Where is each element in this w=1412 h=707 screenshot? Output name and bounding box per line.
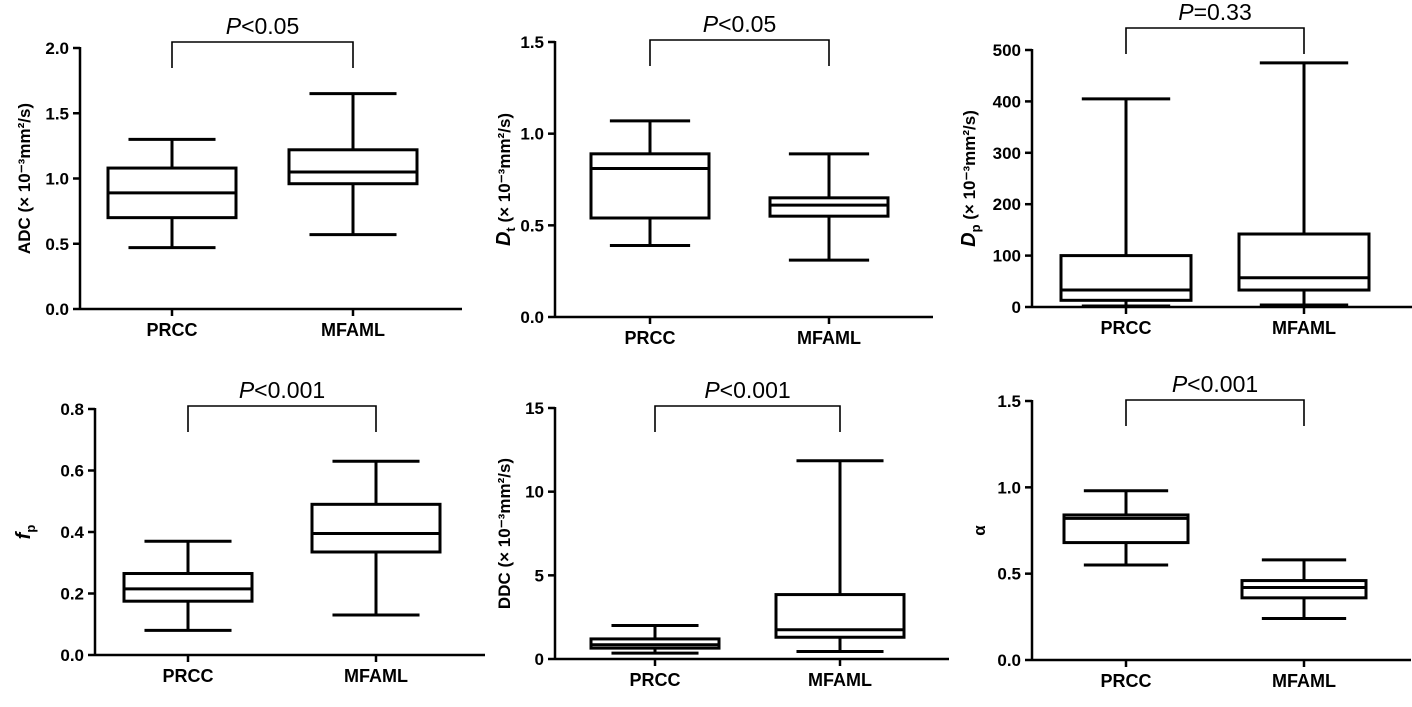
y-tick-label: 100	[993, 247, 1021, 266]
chart-panel-1: 0.0 0.5 1.0 1.5 2.0 PRCC MFAML P<0.05 ADC (× 10⁻…	[15, 13, 462, 340]
y-tick-label: 1.5	[997, 392, 1021, 411]
y-tick-label: 0.5	[45, 235, 69, 254]
box-mfaml	[1237, 61, 1371, 307]
iqr-box	[122, 572, 254, 603]
p-value-label: P<0.001	[1172, 371, 1258, 397]
y-tick-label: 0.0	[60, 646, 84, 665]
y-tick-label: 1.0	[520, 125, 544, 144]
y-axis-label: ADC (× 10⁻³mm²/s)	[15, 103, 34, 254]
category-label-mfaml: MFAML	[797, 328, 861, 348]
box-prcc	[1062, 489, 1190, 567]
chart-panel-2: 0.0 0.5 1.0 1.5 PRCC MFAML P<0.05 Dt (× 10⁻³mm²…	[493, 11, 933, 348]
significance-bracket	[1125, 399, 1305, 426]
iqr-box	[1237, 232, 1371, 292]
chart-panel-4: 0.0 0.2 0.4 0.6 0.8 PRCC MFAML P<0.001 fp	[13, 377, 485, 686]
significance-bracket	[187, 405, 377, 432]
box-mfaml	[774, 459, 906, 653]
category-label-prcc: PRCC	[1100, 671, 1151, 691]
category-label-prcc: PRCC	[629, 670, 680, 690]
y-tick-label: 5	[535, 566, 544, 585]
category-label-prcc: PRCC	[1100, 318, 1151, 338]
box-prcc	[106, 137, 238, 250]
significance-bracket	[654, 405, 841, 432]
y-tick-label: 0.5	[997, 565, 1021, 584]
p-value-label: P<0.05	[703, 11, 777, 37]
p-value-label: P<0.05	[226, 13, 300, 39]
y-tick-label: 0.5	[520, 216, 544, 235]
box-mfaml	[287, 92, 419, 237]
significance-bracket	[171, 41, 354, 68]
category-label-mfaml: MFAML	[1272, 671, 1336, 691]
p-value-label: P<0.001	[239, 377, 325, 403]
y-tick-label: 0.4	[60, 523, 84, 542]
significance-bracket	[649, 39, 830, 66]
iqr-box	[310, 502, 442, 554]
y-axis-label: fp	[13, 525, 38, 540]
y-tick-label: 10	[525, 483, 544, 502]
iqr-box	[768, 196, 890, 218]
box-mfaml	[768, 152, 890, 262]
p-value-label: P<0.001	[704, 377, 790, 403]
y-axis-label: DDC (× 10⁻³mm²/s)	[495, 458, 514, 609]
y-tick-label: 300	[993, 144, 1021, 163]
box-prcc	[1059, 97, 1193, 308]
category-label-mfaml: MFAML	[1272, 318, 1336, 338]
y-tick-label: 0.6	[60, 462, 84, 481]
box-mfaml	[310, 459, 442, 617]
y-tick-label: 400	[993, 92, 1021, 111]
iqr-box	[1059, 254, 1193, 302]
y-axis-label: α	[970, 525, 989, 536]
y-tick-label: 15	[525, 399, 544, 418]
iqr-box	[1240, 579, 1368, 600]
box-prcc	[122, 539, 254, 632]
chart-panel-3: 0 100 200 300 400 500 PRCC MFAML P=0.33 Dp (× 10⁻…	[958, 0, 1412, 338]
box-prcc	[589, 119, 711, 247]
chart-panel-6: 0.0 0.5 1.0 1.5 PRCC MFAML P<0.001 α	[970, 371, 1411, 691]
box-prcc	[589, 624, 721, 655]
y-tick-label: 500	[993, 41, 1021, 60]
category-label-prcc: PRCC	[162, 666, 213, 686]
y-tick-label: 0	[1012, 298, 1021, 317]
p-value-label: P=0.33	[1178, 0, 1252, 25]
y-tick-label: 200	[993, 195, 1021, 214]
y-tick-label: 1.5	[520, 33, 544, 52]
y-tick-label: 0	[535, 650, 544, 669]
iqr-box	[589, 152, 711, 220]
y-tick-label: 2.0	[45, 39, 69, 58]
y-tick-label: 0.0	[997, 651, 1021, 670]
y-tick-label: 1.0	[997, 478, 1021, 497]
category-label-mfaml: MFAML	[321, 320, 385, 340]
category-label-mfaml: MFAML	[808, 670, 872, 690]
y-tick-label: 1.0	[45, 170, 69, 189]
y-tick-label: 0.2	[60, 585, 84, 604]
y-tick-label: 0.8	[60, 400, 84, 419]
category-label-prcc: PRCC	[146, 320, 197, 340]
iqr-box	[287, 148, 419, 186]
y-tick-label: 0.0	[520, 308, 544, 327]
y-axis-label: Dp (× 10⁻³mm²/s)	[958, 110, 983, 247]
significance-bracket	[1125, 27, 1305, 54]
y-tick-label: 1.5	[45, 104, 69, 123]
y-tick-label: 0.0	[45, 300, 69, 319]
category-label-mfaml: MFAML	[344, 666, 408, 686]
y-axis-label: Dt (× 10⁻³mm²/s)	[493, 113, 518, 246]
category-label-prcc: PRCC	[624, 328, 675, 348]
chart-panel-5: 0 5 10 15 PRCC MFAML P<0.001 DDC (× 10⁻³mm²/s)	[495, 377, 949, 690]
box-mfaml	[1240, 558, 1368, 621]
